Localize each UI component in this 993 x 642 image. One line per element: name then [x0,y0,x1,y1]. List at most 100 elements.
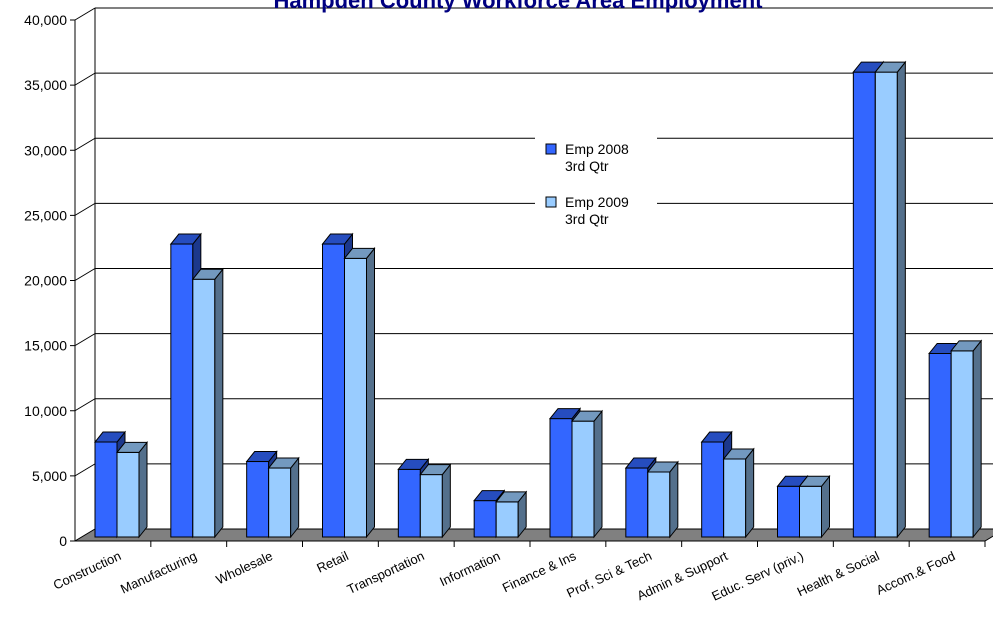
bar-top [874,61,907,73]
legend-swatch [545,196,557,208]
bar-top [548,408,582,420]
bar-front [322,243,345,538]
bar-front [571,420,595,538]
bar-top [419,464,452,476]
bar-top [245,451,278,463]
bar-front [344,257,367,538]
x-tick-label: Manufacturing [118,548,199,596]
y-tick-label: 20,000 [24,273,67,289]
x-tick-label: Transportation [345,548,427,597]
bar-front [799,485,822,538]
bar-front [852,71,876,538]
bar-top [343,247,376,259]
bar-top [646,461,679,473]
bar-front [116,451,140,538]
gridline-depth [74,137,96,151]
bar-1-5 [495,490,528,539]
bars [93,60,983,539]
bar-front [625,467,649,538]
y-tick-label: 15,000 [24,338,67,354]
x-tick-label: Accom.& Food [874,548,958,598]
bar-top [93,431,127,443]
bar-top [169,233,202,245]
bar-front [473,500,497,538]
gridline-depth [74,268,96,281]
bar-front [94,441,118,538]
bar-front [495,501,519,538]
bar-top [570,410,604,422]
legend-label-line: 3rd Qtr [565,158,609,174]
bar-1-8 [722,447,755,539]
bar-side [366,246,375,539]
bar-top [473,490,506,502]
bar-side [669,460,679,539]
bar-1-2 [267,456,300,539]
chart-title: Hampden County Workforce Area Employment [274,0,764,13]
gridline-depth [74,72,96,86]
legend-label: Emp 2009 3rd Qtr [565,194,629,227]
bar-1-3 [343,246,376,539]
x-tick-label: Information [437,548,502,589]
bar-1-4 [419,463,452,539]
bar-top [624,457,657,469]
bar-front [777,485,800,538]
bar-front [268,467,292,538]
bar-top [722,448,755,460]
bar-top [191,268,224,280]
x-tick-label: Construction [51,548,123,592]
bar-1-6 [570,409,604,539]
legend-label: Emp 2008 3rd Qtr [565,141,629,174]
x-tick-label: Wholesale [214,548,275,587]
y-tick-label: 10,000 [24,403,67,419]
legend-label-line: 3rd Qtr [565,211,609,227]
bar-top [321,233,354,245]
bar-front [192,278,216,538]
bar-top [397,458,430,470]
gridline-depth [74,7,96,21]
bar-1-9 [798,474,831,539]
y-tick-label: 25,000 [24,207,67,223]
bar-front [647,471,671,538]
bar-top [798,475,831,487]
bar-1-7 [646,460,679,539]
y-tick-label: 35,000 [24,77,67,93]
gridline-depth [74,398,96,412]
bar-front [950,350,974,538]
legend-swatch [545,143,557,155]
bar-front [549,418,573,538]
y-tick-label: 5,000 [32,468,67,484]
gridline-depth [74,463,96,477]
bar-1-11 [950,339,983,539]
bar-side [441,463,451,539]
bar-side [593,409,603,539]
x-tick-label: Retail [314,548,351,576]
bar-top [700,431,733,443]
gridline-depth [74,202,96,216]
bar-front [419,474,443,538]
axes [70,19,986,547]
bar-front [246,461,270,538]
bar-side [896,60,906,539]
bar-side [214,267,224,539]
y-tick-labels: 0 5,000 10,000 15,000 20,000 25,000 30,000 35,0… [24,12,67,549]
bar-1-10 [874,60,907,539]
bar-top [115,441,149,453]
bar-side [745,447,755,539]
bar-front [874,71,898,538]
legend-label-line: Emp 2009 [565,194,629,210]
bar-side [290,456,300,539]
bar-front [723,458,747,538]
bar-top [950,340,983,352]
bar-front [928,352,952,538]
bar-top [267,457,300,469]
bar-front [701,441,725,538]
x-tick-label: Health & Social [795,548,882,599]
bar-1-1 [191,267,224,539]
y-tick-label: 40,000 [24,12,67,28]
legend-label-line: Emp 2008 [565,141,629,157]
y-tick-label: 0 [59,533,67,549]
